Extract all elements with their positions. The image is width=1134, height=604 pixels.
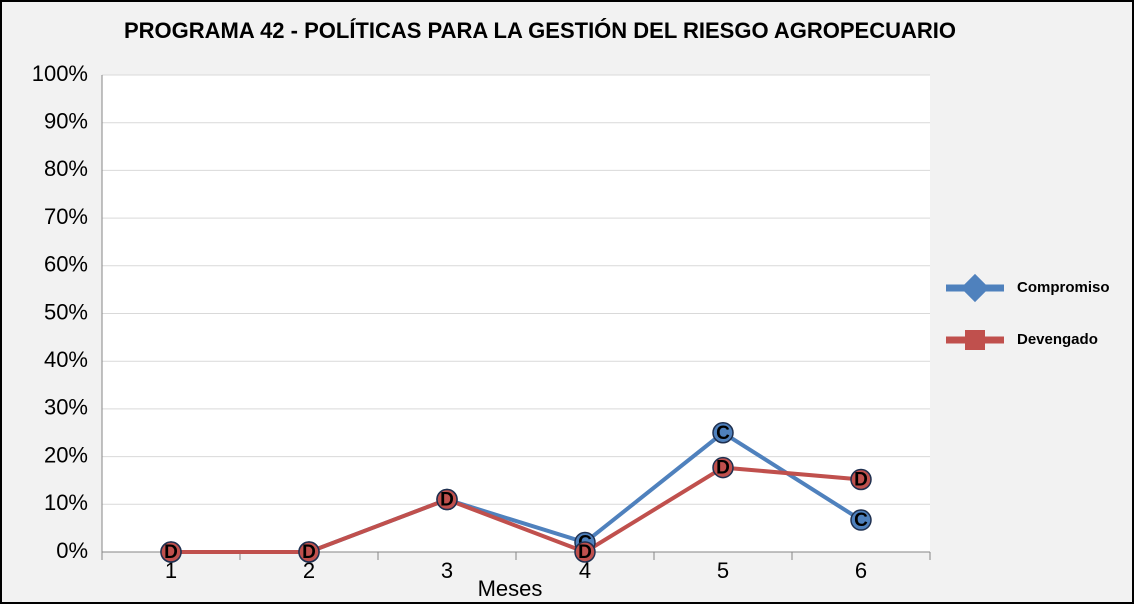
x-tick-label: 2 (303, 558, 315, 583)
marker (712, 456, 734, 479)
y-tick-label: 30% (44, 395, 88, 420)
y-tick-label: 40% (44, 347, 88, 372)
y-tick-label: 80% (44, 156, 88, 181)
legend-label: Devengado (1017, 331, 1098, 348)
marker (712, 422, 734, 444)
marker-label: D (440, 490, 454, 511)
legend-marker (960, 273, 990, 303)
y-tick-label: 100% (32, 61, 88, 86)
marker-label: C (716, 423, 730, 444)
marker (298, 541, 320, 563)
y-tick-label: 50% (44, 299, 88, 324)
series-line (171, 465, 862, 555)
x-tick-label: 5 (717, 558, 729, 583)
x-tick-label: 1 (165, 558, 177, 583)
x-tick-label: 6 (855, 558, 867, 583)
marker-label: D (716, 458, 730, 479)
marker (850, 468, 872, 491)
y-tick-label: 0% (56, 538, 88, 563)
marker (160, 541, 182, 563)
marker-label: D (302, 542, 316, 563)
marker-label: C (854, 510, 868, 531)
y-tick-label: 90% (44, 109, 88, 134)
x-tick-label: 3 (441, 558, 453, 583)
marker-label: D (854, 470, 868, 491)
marker (850, 509, 872, 531)
x-axis-label: Meses (478, 576, 543, 601)
marker-label: D (164, 542, 178, 563)
legend-marker (965, 330, 985, 350)
y-tick-label: 20% (44, 442, 88, 467)
x-tick-label: 4 (579, 558, 591, 583)
chart-title: PROGRAMA 42 - POLÍTICAS PARA LA GESTIÓN … (124, 18, 956, 43)
marker (436, 488, 458, 511)
marker-label: D (578, 542, 592, 563)
y-tick-label: 70% (44, 204, 88, 229)
legend-label: Compromiso (1017, 279, 1110, 296)
y-tick-label: 10% (44, 490, 88, 515)
y-tick-label: 60% (44, 252, 88, 277)
marker (574, 541, 596, 563)
